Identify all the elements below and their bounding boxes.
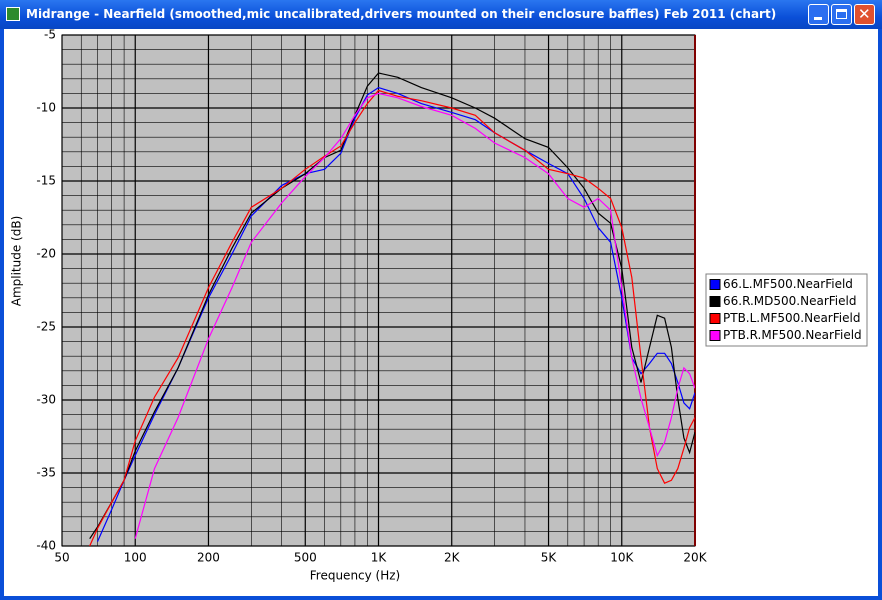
- legend-box: [705, 273, 868, 347]
- y-tick-label: -25: [36, 320, 56, 334]
- series-line: [89, 72, 695, 540]
- close-button[interactable]: ✕: [854, 4, 875, 25]
- maximize-button[interactable]: [831, 4, 852, 25]
- x-axis-label: Frequency (Hz): [310, 569, 401, 583]
- y-tick-label: -30: [36, 393, 56, 407]
- x-tick-label: 5K: [541, 551, 558, 565]
- legend-label: 66.R.MD500.NearField: [723, 294, 856, 308]
- y-tick-label: -5: [44, 29, 56, 42]
- chart: Amplitude (dB) Frequency (Hz) 50 100 200 50…: [10, 28, 868, 583]
- legend-swatch: [709, 279, 721, 290]
- x-tick-label: 500: [294, 551, 317, 565]
- x-tick-label: 200: [197, 551, 220, 565]
- series-line: [89, 89, 695, 546]
- app-icon: [6, 7, 20, 21]
- x-tick-label: 50: [54, 551, 69, 565]
- legend-label: PTB.R.MF500.NearField: [723, 328, 862, 342]
- x-tick-label: 2K: [444, 551, 461, 565]
- chart-area: Amplitude (dB) Frequency (Hz) 50 100 200 50…: [4, 28, 878, 596]
- y-axis-label: Amplitude (dB): [10, 216, 24, 307]
- x-tick-label: 10K: [610, 551, 634, 565]
- x-tick-label: 20K: [683, 551, 707, 565]
- legend-swatch: [709, 296, 721, 307]
- x-tick-label: 100: [124, 551, 147, 565]
- y-tick-label: -35: [36, 466, 56, 480]
- title-bar: Midrange - Nearfield (smoothed,mic uncal…: [0, 0, 882, 29]
- y-tick-label: -20: [36, 247, 56, 261]
- y-tick-label: -15: [36, 174, 56, 188]
- x-tick-label: 1K: [371, 551, 388, 565]
- legend-label: 66.L.MF500.NearField: [723, 277, 853, 291]
- series-line: [96, 86, 695, 542]
- legend-swatch: [709, 330, 721, 341]
- legend-swatch: [709, 313, 721, 324]
- y-tick-label: -40: [36, 539, 56, 553]
- window-title: Midrange - Nearfield (smoothed,mic uncal…: [26, 7, 777, 21]
- series-line: [134, 92, 695, 539]
- minimize-button[interactable]: [808, 4, 829, 25]
- y-tick-label: -10: [36, 101, 56, 115]
- legend-label: PTB.L.MF500.NearField: [723, 311, 860, 325]
- series-group: [89, 72, 695, 546]
